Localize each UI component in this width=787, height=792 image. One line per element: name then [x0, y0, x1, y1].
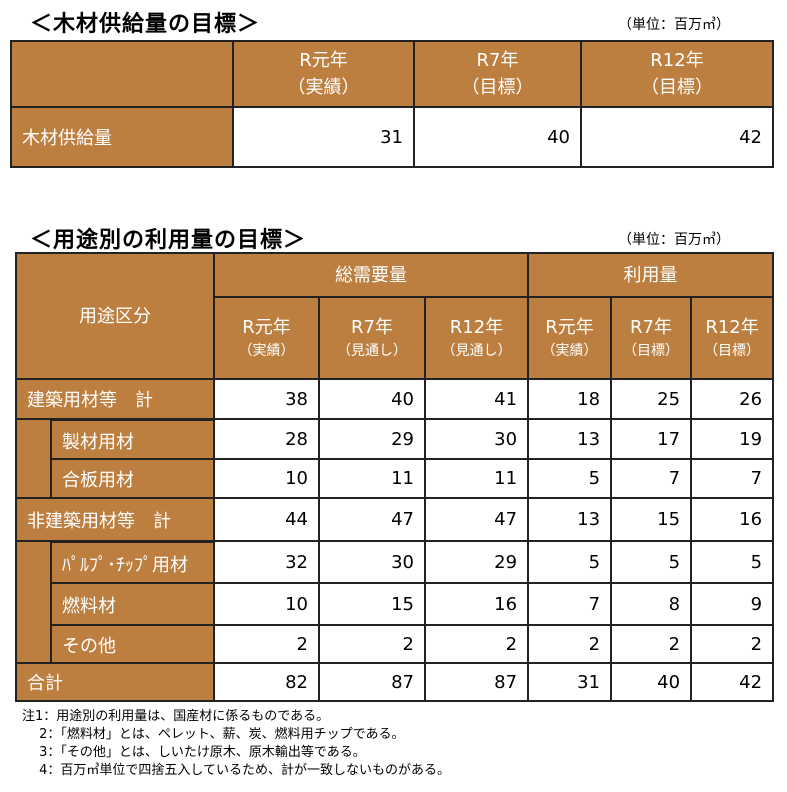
value-cell: 7 — [527, 582, 613, 626]
value-cell: 18 — [527, 378, 613, 420]
value-cell: 13 — [527, 497, 613, 542]
supply-table: R元年 （実績） R7年 （目標） R12年 （目標） 木材供給量 31 40 42 — [10, 40, 774, 168]
usage-unit: （単位：百万㎥） — [618, 232, 730, 248]
row-label: 製材用材 — [15, 419, 215, 460]
value-cell: 7 — [690, 458, 775, 499]
year-header: R元年 （実績） — [213, 296, 320, 380]
supply-value: 31 — [232, 106, 415, 168]
value-cell: 2 — [690, 624, 775, 664]
supply-value: 42 — [580, 106, 774, 168]
value-cell: 29 — [318, 418, 426, 460]
value-cell: 30 — [318, 540, 426, 584]
supply-header: R12年 （目標） — [580, 40, 774, 108]
year-header: R7年 （目標） — [610, 296, 693, 380]
value-cell: 19 — [690, 418, 775, 460]
value-cell: 32 — [213, 540, 320, 584]
note: 4：百万㎥単位で四捨五入しているため、計が一致しないものがある。 — [22, 763, 451, 778]
table-row: 合板用材 10 11 11 5 7 7 — [15, 458, 775, 499]
table-row: 非建築用材等 計 44 47 47 13 15 16 — [15, 497, 775, 542]
value-cell: 11 — [423, 458, 530, 499]
row-label: ﾊﾟﾙﾌﾟ･ﾁｯﾌﾟ用材 — [15, 541, 215, 584]
value-cell: 15 — [318, 582, 426, 626]
group-demand-header: 総需要量 — [212, 252, 530, 298]
value-cell: 10 — [213, 458, 320, 499]
supply-value: 40 — [413, 106, 582, 168]
year-header: R12年 （目標） — [690, 296, 775, 380]
value-cell: 11 — [318, 458, 426, 499]
year-header: R元年 （実績） — [527, 296, 613, 380]
value-cell: 47 — [423, 497, 530, 542]
value-cell: 87 — [318, 662, 426, 702]
value-cell: 13 — [527, 418, 613, 460]
value-cell: 8 — [610, 582, 693, 626]
value-cell: 2 — [610, 624, 693, 664]
row-label: 合計 — [15, 662, 215, 702]
value-cell: 29 — [423, 540, 530, 584]
table-row: ﾊﾟﾙﾌﾟ･ﾁｯﾌﾟ用材 32 30 29 5 5 5 — [15, 540, 775, 584]
value-cell: 30 — [423, 418, 530, 460]
value-cell: 25 — [610, 378, 693, 420]
row-label: 合板用材 — [15, 458, 215, 498]
value-cell: 10 — [213, 582, 320, 626]
value-cell: 42 — [690, 662, 775, 702]
usage-title: ＜用途別の利用量の目標＞ — [30, 228, 307, 253]
value-cell: 2 — [318, 624, 426, 664]
value-cell: 41 — [423, 378, 530, 420]
supply-title: ＜木材供給量の目標＞ — [30, 12, 261, 37]
value-cell: 17 — [610, 418, 693, 460]
value-cell: 5 — [527, 458, 613, 499]
supply-row-label: 木材供給量 — [10, 106, 234, 168]
value-cell: 44 — [213, 497, 320, 542]
value-cell: 2 — [213, 624, 320, 664]
group-use-header: 利用量 — [527, 252, 775, 298]
value-cell: 31 — [527, 662, 613, 702]
row-label: 燃料材 — [15, 582, 215, 626]
value-cell: 28 — [213, 418, 320, 460]
value-cell: 47 — [318, 497, 426, 542]
usage-table: 用途区分 総需要量 利用量 R元年 （実績） R7年 （見通し） R12年 （見通し） R元… — [15, 252, 775, 702]
table-row: 燃料材 10 15 16 7 8 9 — [15, 582, 775, 626]
value-cell: 15 — [610, 497, 693, 542]
value-cell: 40 — [318, 378, 426, 420]
row-label: 建築用材等 計 — [15, 378, 215, 420]
notes: 注1：用途別の利用量は、国産材に係るものである。 2：「燃料材」とは、ペレット、… — [22, 708, 450, 780]
table-row: その他 2 2 2 2 2 2 — [15, 624, 775, 664]
value-cell: 38 — [213, 378, 320, 420]
note: 3：「その他」とは、しいたけ原木、原木輸出等である。 — [22, 745, 366, 760]
year-header: R12年 （見通し） — [423, 296, 530, 380]
note: 2：「燃料材」とは、ペレット、薪、炭、燃料用チップである。 — [22, 727, 405, 742]
value-cell: 5 — [690, 540, 775, 584]
value-cell: 2 — [527, 624, 613, 664]
row-label: 非建築用材等 計 — [15, 497, 215, 542]
value-cell: 82 — [213, 662, 320, 702]
supply-header: R元年 （実績） — [232, 40, 415, 108]
value-cell: 26 — [690, 378, 775, 420]
value-cell: 9 — [690, 582, 775, 626]
value-cell: 5 — [527, 540, 613, 584]
supply-unit: （単位：百万㎥） — [618, 17, 730, 33]
value-cell: 5 — [610, 540, 693, 584]
value-cell: 7 — [610, 458, 693, 499]
value-cell: 16 — [690, 497, 775, 542]
value-cell: 87 — [423, 662, 530, 702]
table-row: 合計 82 87 87 31 40 42 — [15, 662, 775, 702]
note: 注1：用途別の利用量は、国産材に係るものである。 — [22, 709, 330, 724]
year-header: R7年 （見通し） — [318, 296, 426, 380]
supply-corner — [10, 40, 234, 108]
value-cell: 40 — [610, 662, 693, 702]
value-cell: 2 — [423, 624, 530, 664]
table-row: 製材用材 28 29 30 13 17 19 — [15, 418, 775, 460]
row-label: その他 — [15, 624, 215, 663]
category-header: 用途区分 — [15, 252, 215, 380]
value-cell: 16 — [423, 582, 530, 626]
supply-header: R7年 （目標） — [413, 40, 582, 108]
table-row: 建築用材等 計 38 40 41 18 25 26 — [15, 378, 775, 420]
